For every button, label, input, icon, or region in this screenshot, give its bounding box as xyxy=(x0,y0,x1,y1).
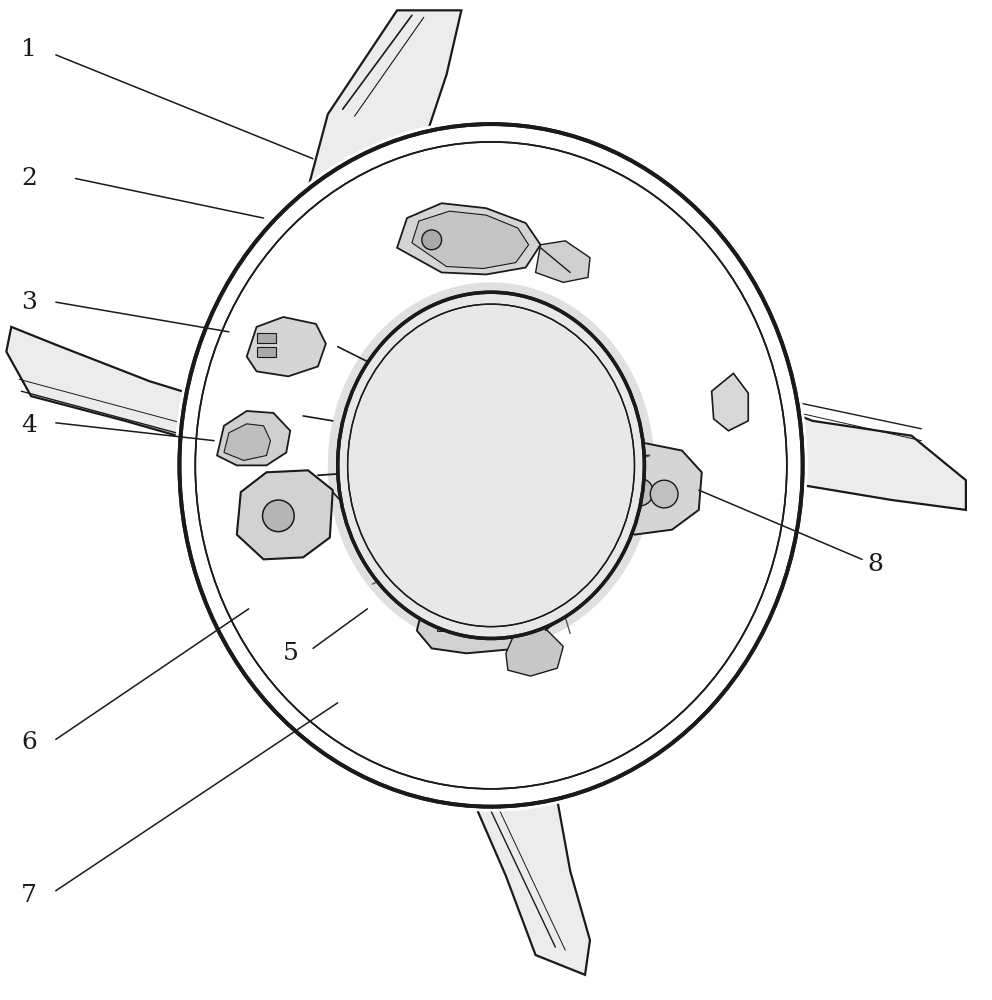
Bar xyxy=(480,621,495,631)
Polygon shape xyxy=(412,211,529,269)
Circle shape xyxy=(626,478,654,506)
Text: 2: 2 xyxy=(21,167,37,190)
Polygon shape xyxy=(6,327,249,470)
Polygon shape xyxy=(217,411,291,465)
Text: 8: 8 xyxy=(867,553,883,576)
Polygon shape xyxy=(711,373,748,431)
Polygon shape xyxy=(237,470,332,559)
Circle shape xyxy=(651,480,678,508)
Circle shape xyxy=(476,451,506,480)
Text: 4: 4 xyxy=(21,414,37,437)
Text: 7: 7 xyxy=(21,884,37,907)
Circle shape xyxy=(422,230,441,250)
Bar xyxy=(436,621,451,631)
Polygon shape xyxy=(536,241,590,282)
Polygon shape xyxy=(451,683,590,975)
Polygon shape xyxy=(708,357,966,510)
Text: 6: 6 xyxy=(21,731,37,754)
Polygon shape xyxy=(605,443,701,535)
Circle shape xyxy=(263,500,295,532)
Circle shape xyxy=(463,438,519,493)
Bar xyxy=(458,621,473,631)
Polygon shape xyxy=(417,584,546,653)
Polygon shape xyxy=(397,203,541,274)
Polygon shape xyxy=(309,10,461,203)
Ellipse shape xyxy=(327,282,655,648)
Ellipse shape xyxy=(175,119,807,812)
Polygon shape xyxy=(224,424,271,460)
Text: 1: 1 xyxy=(21,38,37,61)
Text: 5: 5 xyxy=(284,642,300,665)
Ellipse shape xyxy=(337,292,645,638)
Polygon shape xyxy=(247,317,325,376)
Bar xyxy=(257,333,277,343)
Polygon shape xyxy=(506,629,563,676)
Text: 3: 3 xyxy=(21,291,37,314)
Bar xyxy=(257,347,277,357)
